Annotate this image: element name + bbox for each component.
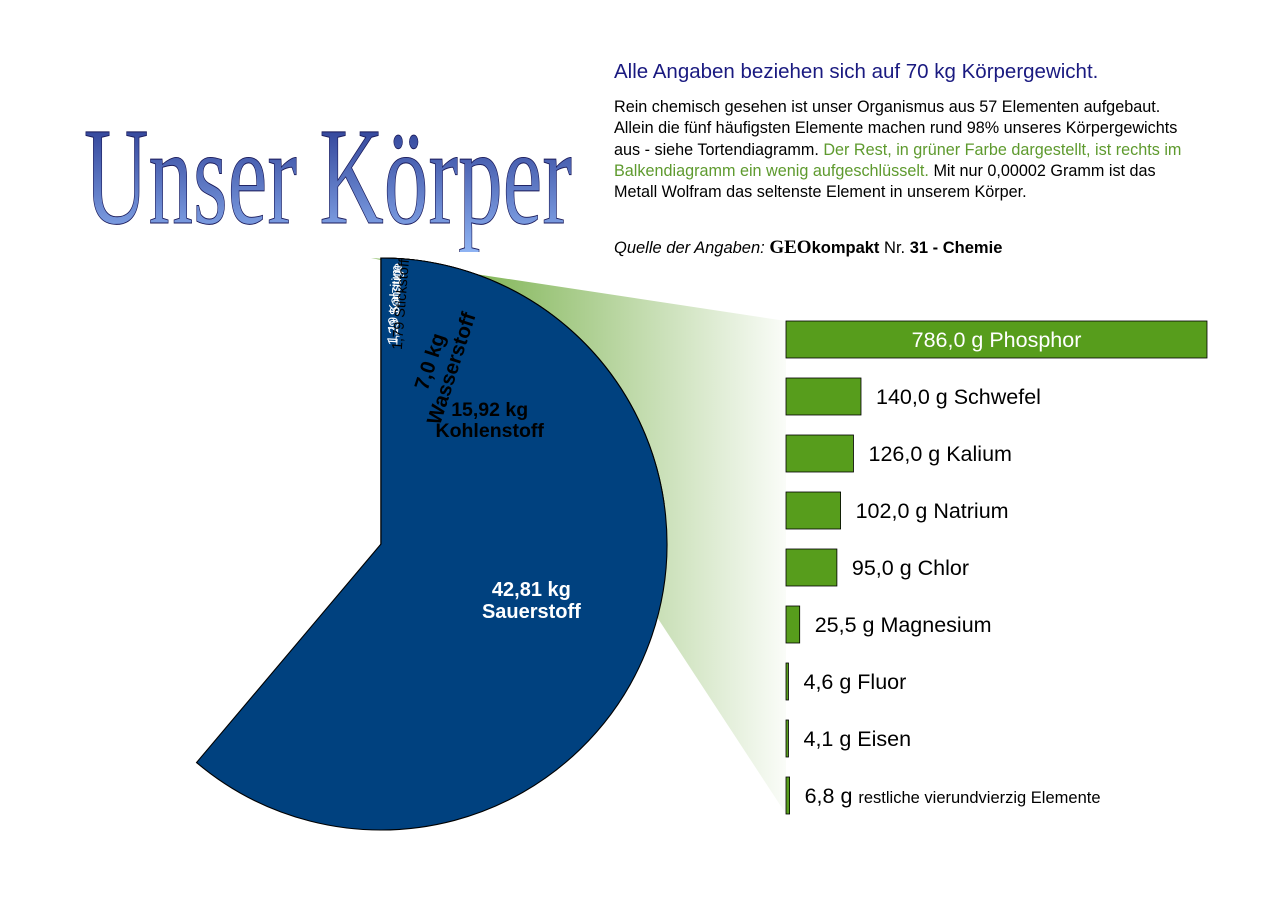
pie-label-sauerstoff: 42,81 kg Sauerstoff (482, 579, 581, 623)
bar-kalium (785, 434, 854, 473)
intro-text-1: Rein chemisch gesehen ist unser Organism… (614, 98, 1178, 159)
source-topic: Chemie (942, 239, 1003, 257)
connector-wedge (371, 258, 786, 814)
pie-label-value: 15,92 kg (451, 399, 528, 421)
bar-label: 126,0 g Kalium (869, 442, 1012, 466)
source-number: 31 (909, 239, 929, 257)
pie-label-sonstige: 1,29 Sonstige (385, 263, 405, 346)
intro-paragraph: Rein chemisch gesehen ist unser Organism… (614, 97, 1194, 203)
pie-chart (195, 257, 668, 831)
source-brand-kompakt: kompakt (811, 239, 880, 257)
bar-label: 4,1 g Eisen (804, 727, 912, 751)
pie-to-bar-connector (371, 258, 786, 814)
bar-name-label: restliche vierundvierzig Elemente (858, 789, 1100, 807)
bar-value-label: 95,0 g (852, 556, 918, 580)
bar-label: 6,8 g restliche vierundvierzig Elemente (805, 784, 1101, 808)
pie-label-kohlenstoff: 15,92 kg Kohlenstoff (436, 399, 545, 442)
bar-value-label: 4,6 g (804, 670, 858, 694)
bar-value-label: 102,0 g (856, 499, 934, 523)
bar-name-label: Schwefel (954, 385, 1041, 409)
bar-label: 4,6 g Fluor (804, 670, 907, 694)
bar-value-label: 126,0 g (869, 442, 947, 466)
intro-text-green: Der Rest, in grüner Farbe dargestellt, i… (614, 140, 1182, 180)
pie-label-stickstoff: 1,79 Stickstoff (390, 258, 413, 351)
bar-chart: 786,0 g Phosphor 140,0 g Schwefel 126,0 g … (785, 320, 1208, 815)
bar-label: 102,0 g Natrium (856, 499, 1009, 523)
bar-name-label: Chlor (918, 556, 969, 580)
intro-text-3: Mit nur 0,00002 Gramm ist das Metall Wol… (614, 161, 1156, 202)
source-brand-geo: GEO (769, 237, 812, 258)
pie-label-name: Kohlenstoff (436, 420, 545, 442)
bar-label: 25,5 g Magnesium (815, 613, 992, 637)
bar-name-label: Fluor (857, 670, 906, 694)
bar-value-label: 6,8 g (805, 784, 859, 808)
bar-eisen (785, 719, 789, 758)
bar-label: 140,0 g Schwefel (876, 385, 1041, 409)
bar-value-label: 25,5 g (815, 613, 881, 637)
bar-restliche-vierundvierzig-elemente (785, 776, 790, 815)
intro-headline: Alle Angaben beziehen sich auf 70 kg Kör… (614, 60, 1099, 83)
bar-label: 786,0 g Phosphor (912, 328, 1082, 352)
pie-label-value: 42,81 kg (492, 579, 571, 601)
bar-fluor (785, 662, 789, 701)
bar-magnesium (785, 605, 801, 644)
bar-name-label: Eisen (857, 727, 911, 751)
pie-slice-sauerstoff (195, 257, 668, 831)
bar-chlor (785, 548, 838, 587)
bar-natrium (785, 491, 841, 530)
page-title-text: Unser Körper (84, 99, 572, 252)
pie-label-name: Sauerstoff (482, 601, 581, 623)
bar-schwefel (785, 377, 862, 416)
bar-value-label: 4,1 g (804, 727, 858, 751)
bar-value-label: 140,0 g (876, 385, 954, 409)
bar-name-label: Natrium (933, 499, 1008, 523)
source-line: Quelle der Angaben: GEOkompakt Nr. 31 - … (614, 237, 1002, 259)
source-prefix: Quelle der Angaben: (614, 239, 765, 257)
bar-name-label: Phosphor (989, 328, 1081, 352)
bar-name-label: Magnesium (880, 613, 991, 637)
bar-value-label: 786,0 g (912, 328, 990, 352)
source-nr-label: Nr. (884, 239, 906, 257)
source-dash: - (932, 239, 939, 257)
bar-label: 95,0 g Chlor (852, 556, 969, 580)
page-title: Unser Körper (84, 99, 573, 252)
pie-label-kalzium: 1,19 Kalzium (384, 265, 403, 344)
bar-name-label: Kalium (946, 442, 1012, 466)
bar-phosphor (785, 320, 1208, 359)
